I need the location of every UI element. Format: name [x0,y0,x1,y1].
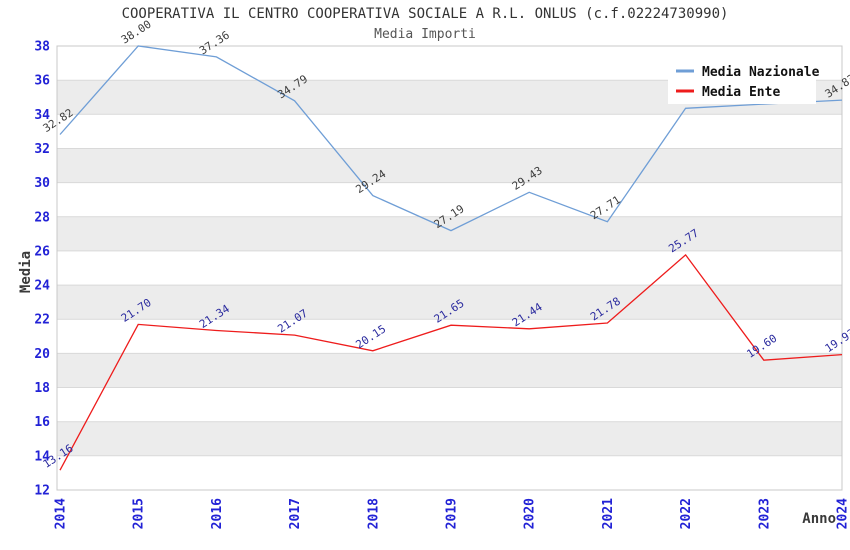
chart-title: COOPERATIVA IL CENTRO COOPERATIVA SOCIAL… [122,6,729,22]
x-tick-label: 2016 [210,498,225,529]
chart-subtitle: Media Importi [374,27,476,42]
y-tick-label: 32 [34,142,50,157]
plot-band [57,216,842,251]
data-label: 37.36 [197,28,232,57]
x-tick-label: 2024 [836,498,850,529]
x-tick-label: 2018 [366,498,381,529]
legend: Media Nazionale Media Ente [668,56,820,104]
x-tick-label: 2020 [523,498,538,529]
x-tick-label: 2022 [679,498,694,529]
y-tick-label: 18 [34,381,50,396]
y-tick-label: 34 [34,108,50,123]
y-tick-label: 20 [34,347,50,362]
x-tick-label: 2019 [445,498,460,529]
y-tick-label: 14 [34,449,50,464]
plot-band [57,353,842,388]
y-tick-label: 26 [34,244,50,259]
y-tick-label: 12 [34,484,50,499]
plot-band [57,285,842,320]
x-tick-label: 2015 [132,498,147,529]
y-tick-label: 22 [34,313,50,328]
data-label: 19.93 [823,326,850,355]
x-tick-label: 2014 [54,498,69,529]
legend-label-media-nazionale: Media Nazionale [702,65,820,80]
series-line-media-nazionale [59,45,843,232]
x-tick-label: 2021 [601,498,616,529]
y-tick-label: 16 [34,415,50,430]
legend-background [668,56,816,104]
x-tick-label: 2017 [288,498,303,529]
y-tick-label: 38 [34,40,50,55]
y-tick-label: 28 [34,210,50,225]
y-axis-label: Media [18,251,34,293]
x-axis-label: Anno [802,511,836,527]
series-line-media-ente [59,253,843,471]
y-tick-label: 24 [34,279,50,294]
legend-label-media-ente: Media Ente [702,85,780,100]
y-tick-label: 36 [34,74,50,89]
plot-band [57,421,842,456]
plot-border [56,45,843,491]
y-tick-label: 30 [34,176,50,191]
data-label: 34.83 [823,72,850,101]
x-tick-label: 2023 [757,498,772,529]
plot-band [57,148,842,183]
